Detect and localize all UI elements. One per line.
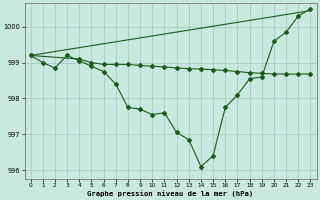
X-axis label: Graphe pression niveau de la mer (hPa): Graphe pression niveau de la mer (hPa) xyxy=(87,190,254,197)
